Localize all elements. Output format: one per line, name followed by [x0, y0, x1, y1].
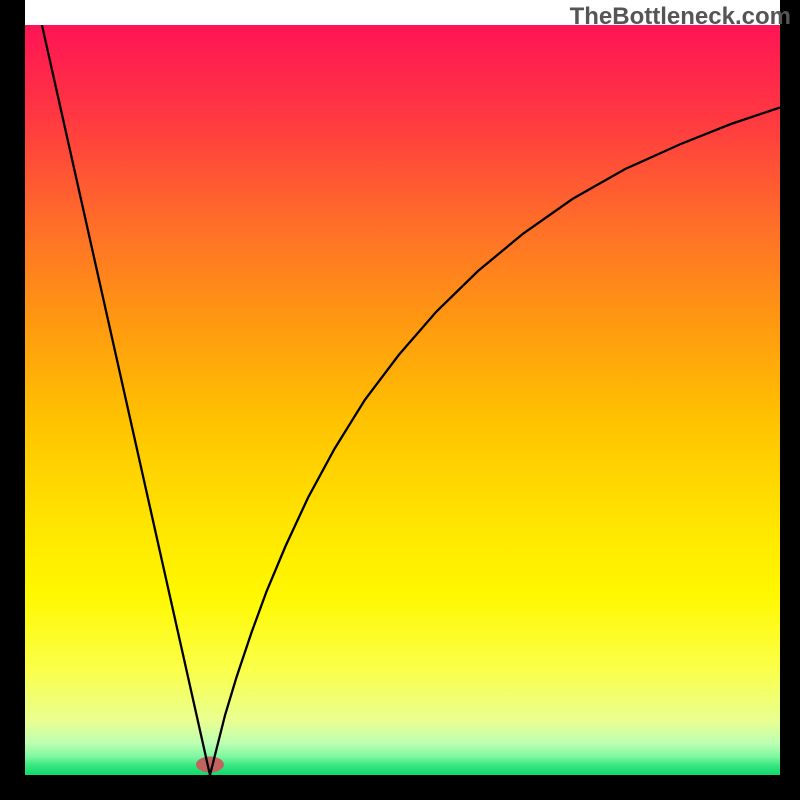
watermark: TheBottleneck.com [570, 3, 791, 31]
bottleneck-chart [25, 25, 780, 775]
gradient-background [25, 25, 780, 775]
border-left [0, 0, 25, 800]
stage: TheBottleneck.com [0, 0, 800, 800]
border-bottom [0, 775, 800, 800]
border-right [780, 0, 800, 800]
